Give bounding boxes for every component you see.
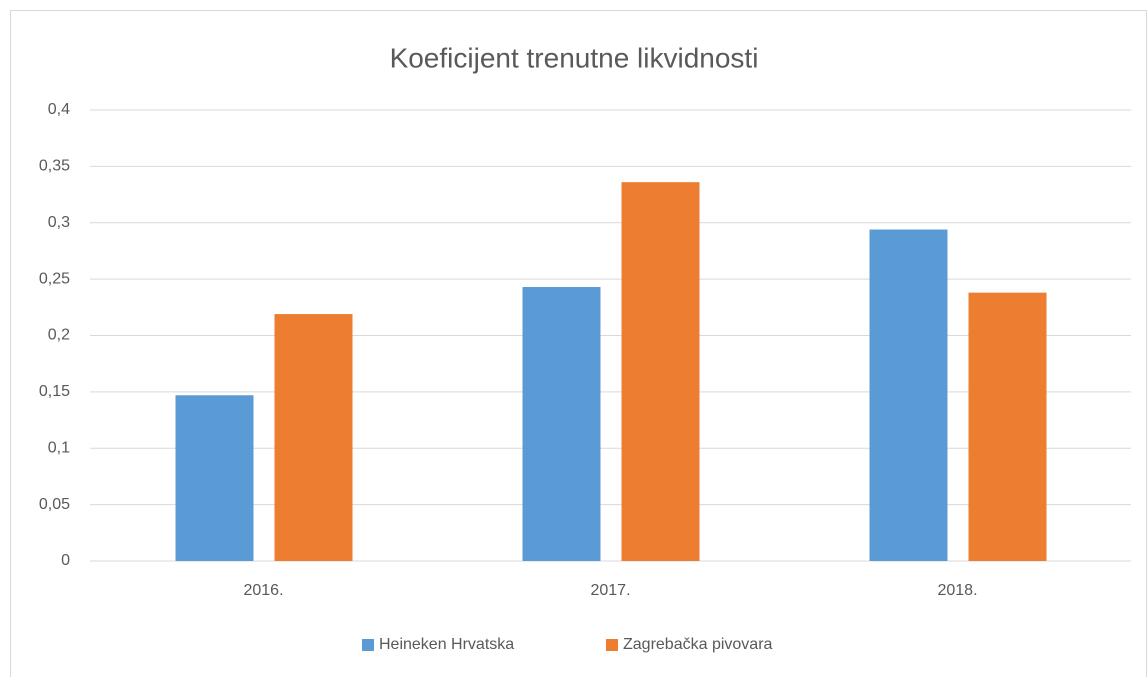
x-tick-label: 2018. <box>937 582 977 599</box>
legend-label: Heineken Hrvatska <box>379 636 514 653</box>
bar <box>274 314 353 561</box>
y-tick-label: 0,2 <box>48 327 70 344</box>
y-tick-label: 0,3 <box>48 214 70 231</box>
x-tick-label: 2017. <box>590 582 630 599</box>
bar <box>522 287 601 561</box>
legend-swatch <box>362 639 374 651</box>
chart-title: Koeficijent trenutne likvidnosti <box>390 42 759 73</box>
legend-label: Zagrebačka pivovara <box>623 636 773 653</box>
y-tick-label: 0,15 <box>39 383 70 400</box>
y-tick-label: 0,25 <box>39 270 70 287</box>
bar <box>175 395 254 561</box>
legend-swatch <box>606 639 618 651</box>
y-tick-label: 0 <box>61 552 70 569</box>
x-tick-label: 2016. <box>243 582 283 599</box>
bar <box>621 182 700 561</box>
bar <box>968 292 1047 561</box>
y-tick-label: 0,1 <box>48 439 70 456</box>
y-tick-label: 0,05 <box>39 496 70 513</box>
bar <box>869 229 948 561</box>
y-tick-label: 0,4 <box>48 101 70 118</box>
y-tick-label: 0,35 <box>39 158 70 175</box>
